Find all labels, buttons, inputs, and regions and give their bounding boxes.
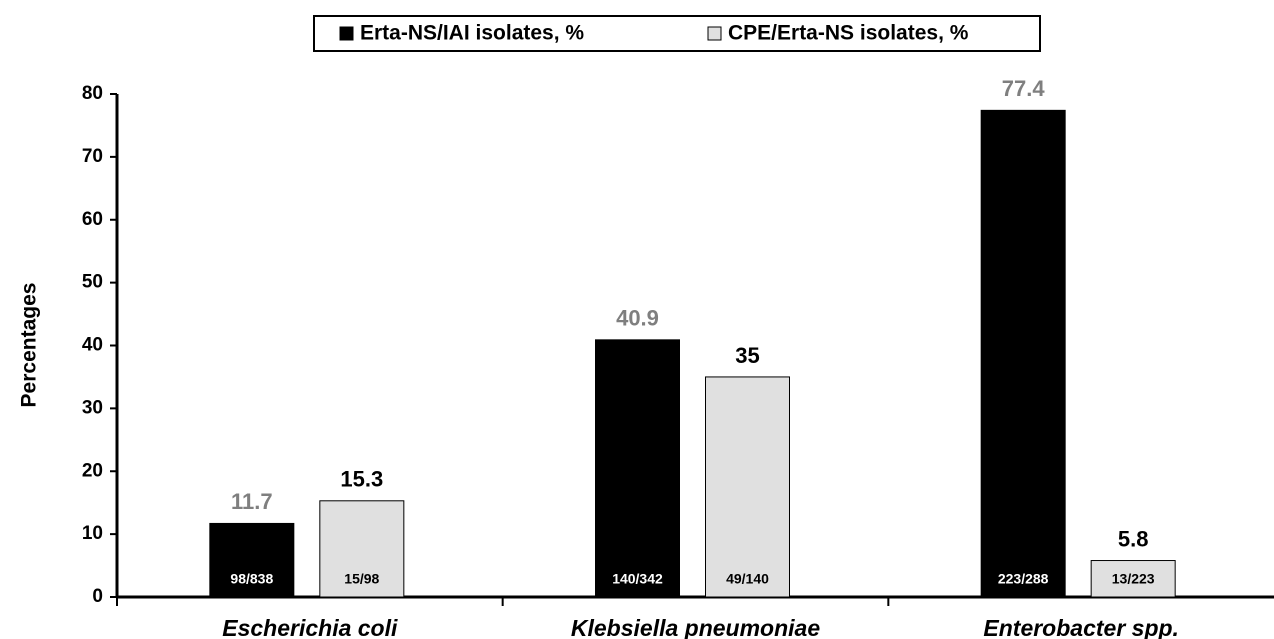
bar bbox=[705, 376, 790, 598]
count-label: 223/288 bbox=[998, 571, 1049, 587]
bar bbox=[980, 109, 1066, 598]
x-tick-label: Klebsiella pneumoniae bbox=[571, 615, 820, 639]
count-label: 49/140 bbox=[726, 571, 769, 587]
bar bbox=[319, 500, 405, 598]
data-label: 35 bbox=[735, 343, 759, 368]
legend-swatch bbox=[707, 26, 722, 41]
data-label: 40.9 bbox=[616, 306, 659, 331]
bar bbox=[209, 522, 295, 598]
legend-swatch bbox=[339, 26, 354, 41]
data-label: 77.4 bbox=[1002, 76, 1046, 101]
y-tick-label: 10 bbox=[82, 523, 103, 544]
data-label: 5.8 bbox=[1118, 526, 1149, 551]
count-label: 13/223 bbox=[1112, 571, 1155, 587]
y-tick-label: 80 bbox=[82, 83, 103, 104]
data-label: 11.7 bbox=[231, 489, 273, 514]
data-label: 15.3 bbox=[340, 467, 383, 492]
y-tick-label: 40 bbox=[82, 335, 103, 356]
legend-label: CPE/Erta-NS isolates, % bbox=[728, 22, 969, 45]
legend-label: Erta-NS/IAI isolates, % bbox=[360, 22, 584, 45]
count-label: 15/98 bbox=[344, 571, 379, 587]
y-tick-label: 20 bbox=[82, 460, 103, 481]
y-tick-label: 30 bbox=[82, 397, 103, 418]
bar bbox=[1090, 560, 1176, 598]
legend-box bbox=[313, 15, 1041, 52]
y-tick-label: 50 bbox=[82, 272, 103, 293]
x-tick-label: Enterobacter spp. bbox=[983, 615, 1179, 639]
y-axis-label: Percentages bbox=[18, 283, 41, 408]
count-label: 98/838 bbox=[230, 571, 273, 587]
bar bbox=[595, 339, 680, 598]
y-tick-label: 70 bbox=[82, 146, 103, 167]
count-label: 140/342 bbox=[612, 571, 663, 587]
x-tick-label: Escherichia coli bbox=[222, 615, 398, 639]
y-tick-label: 0 bbox=[92, 586, 103, 607]
y-tick-label: 60 bbox=[82, 209, 103, 230]
